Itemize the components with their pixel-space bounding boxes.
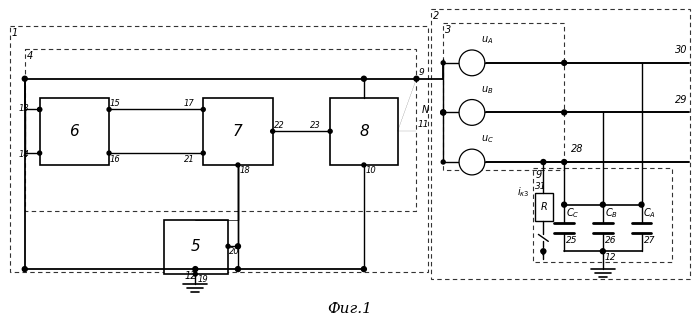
Text: 14: 14: [19, 150, 30, 158]
Bar: [10, 26, 428, 272]
Circle shape: [562, 110, 567, 115]
Text: N: N: [422, 106, 429, 115]
Text: 11: 11: [418, 120, 429, 129]
Circle shape: [38, 151, 42, 155]
Bar: [443, 23, 564, 170]
Bar: [164, 219, 228, 274]
Text: 10: 10: [366, 166, 377, 175]
Circle shape: [600, 249, 605, 254]
Circle shape: [201, 108, 206, 112]
Text: $u_C$: $u_C$: [481, 133, 493, 145]
Text: 1: 1: [12, 28, 18, 38]
Circle shape: [22, 267, 27, 272]
Text: 16: 16: [110, 155, 121, 164]
Text: 12: 12: [184, 271, 196, 281]
Circle shape: [38, 108, 42, 112]
Text: $u_B$: $u_B$: [481, 84, 493, 95]
Circle shape: [639, 202, 644, 207]
Circle shape: [441, 110, 446, 115]
Text: 29: 29: [675, 94, 688, 105]
Text: 22: 22: [273, 121, 284, 130]
Text: 8: 8: [359, 124, 369, 139]
Text: 19: 19: [197, 275, 208, 284]
Bar: [203, 97, 273, 165]
Bar: [24, 49, 417, 211]
Text: 25: 25: [566, 236, 577, 245]
Circle shape: [107, 151, 111, 155]
Circle shape: [600, 202, 605, 207]
Circle shape: [194, 272, 197, 276]
Text: 7: 7: [233, 124, 243, 139]
Text: 20: 20: [229, 247, 240, 256]
Text: 9: 9: [419, 68, 424, 77]
Bar: [330, 97, 398, 165]
Text: 15: 15: [110, 99, 121, 109]
Circle shape: [361, 76, 366, 81]
Bar: [431, 9, 690, 279]
Text: 26: 26: [605, 236, 617, 245]
Circle shape: [193, 267, 198, 272]
Text: 18: 18: [240, 166, 251, 175]
Circle shape: [459, 100, 485, 125]
Bar: [40, 97, 109, 165]
Circle shape: [541, 159, 546, 165]
Text: $C_A$: $C_A$: [644, 207, 656, 220]
Circle shape: [441, 61, 445, 65]
Circle shape: [562, 60, 567, 65]
Circle shape: [271, 129, 275, 133]
Circle shape: [236, 163, 240, 167]
Circle shape: [414, 76, 419, 81]
Circle shape: [201, 151, 206, 155]
Text: 4: 4: [27, 51, 33, 61]
Circle shape: [362, 163, 366, 167]
Circle shape: [236, 244, 240, 249]
Circle shape: [22, 76, 27, 81]
Bar: [533, 168, 672, 262]
Text: 13: 13: [19, 104, 30, 113]
Text: Фиг.1: Фиг.1: [327, 302, 372, 316]
Text: $u_A$: $u_A$: [481, 34, 493, 46]
Text: 17: 17: [184, 99, 194, 109]
Text: 9: 9: [535, 170, 542, 180]
Text: $i_{\kappa3}$: $i_{\kappa3}$: [517, 185, 529, 199]
Text: 28: 28: [571, 144, 584, 154]
Text: 5: 5: [191, 239, 201, 254]
Text: $C_B$: $C_B$: [605, 207, 618, 220]
Text: 6: 6: [69, 124, 79, 139]
Text: 2: 2: [433, 11, 440, 21]
Circle shape: [441, 110, 446, 115]
Text: 30: 30: [675, 45, 688, 55]
Text: 3: 3: [445, 25, 452, 35]
Text: 31: 31: [535, 182, 547, 191]
Circle shape: [236, 267, 240, 272]
Circle shape: [562, 202, 567, 207]
Circle shape: [541, 249, 546, 254]
Text: 27: 27: [644, 236, 655, 245]
Circle shape: [441, 160, 445, 164]
Bar: [535, 193, 554, 220]
Text: 23: 23: [310, 121, 320, 130]
Circle shape: [361, 267, 366, 272]
Circle shape: [107, 108, 111, 112]
Circle shape: [459, 50, 485, 76]
Circle shape: [562, 159, 567, 165]
Text: 21: 21: [184, 155, 194, 164]
Circle shape: [38, 108, 42, 112]
Circle shape: [329, 129, 332, 133]
Text: 12: 12: [605, 253, 617, 262]
Circle shape: [226, 244, 230, 248]
Text: R: R: [541, 202, 548, 212]
Text: $C_C$: $C_C$: [566, 207, 579, 220]
Circle shape: [459, 149, 485, 175]
